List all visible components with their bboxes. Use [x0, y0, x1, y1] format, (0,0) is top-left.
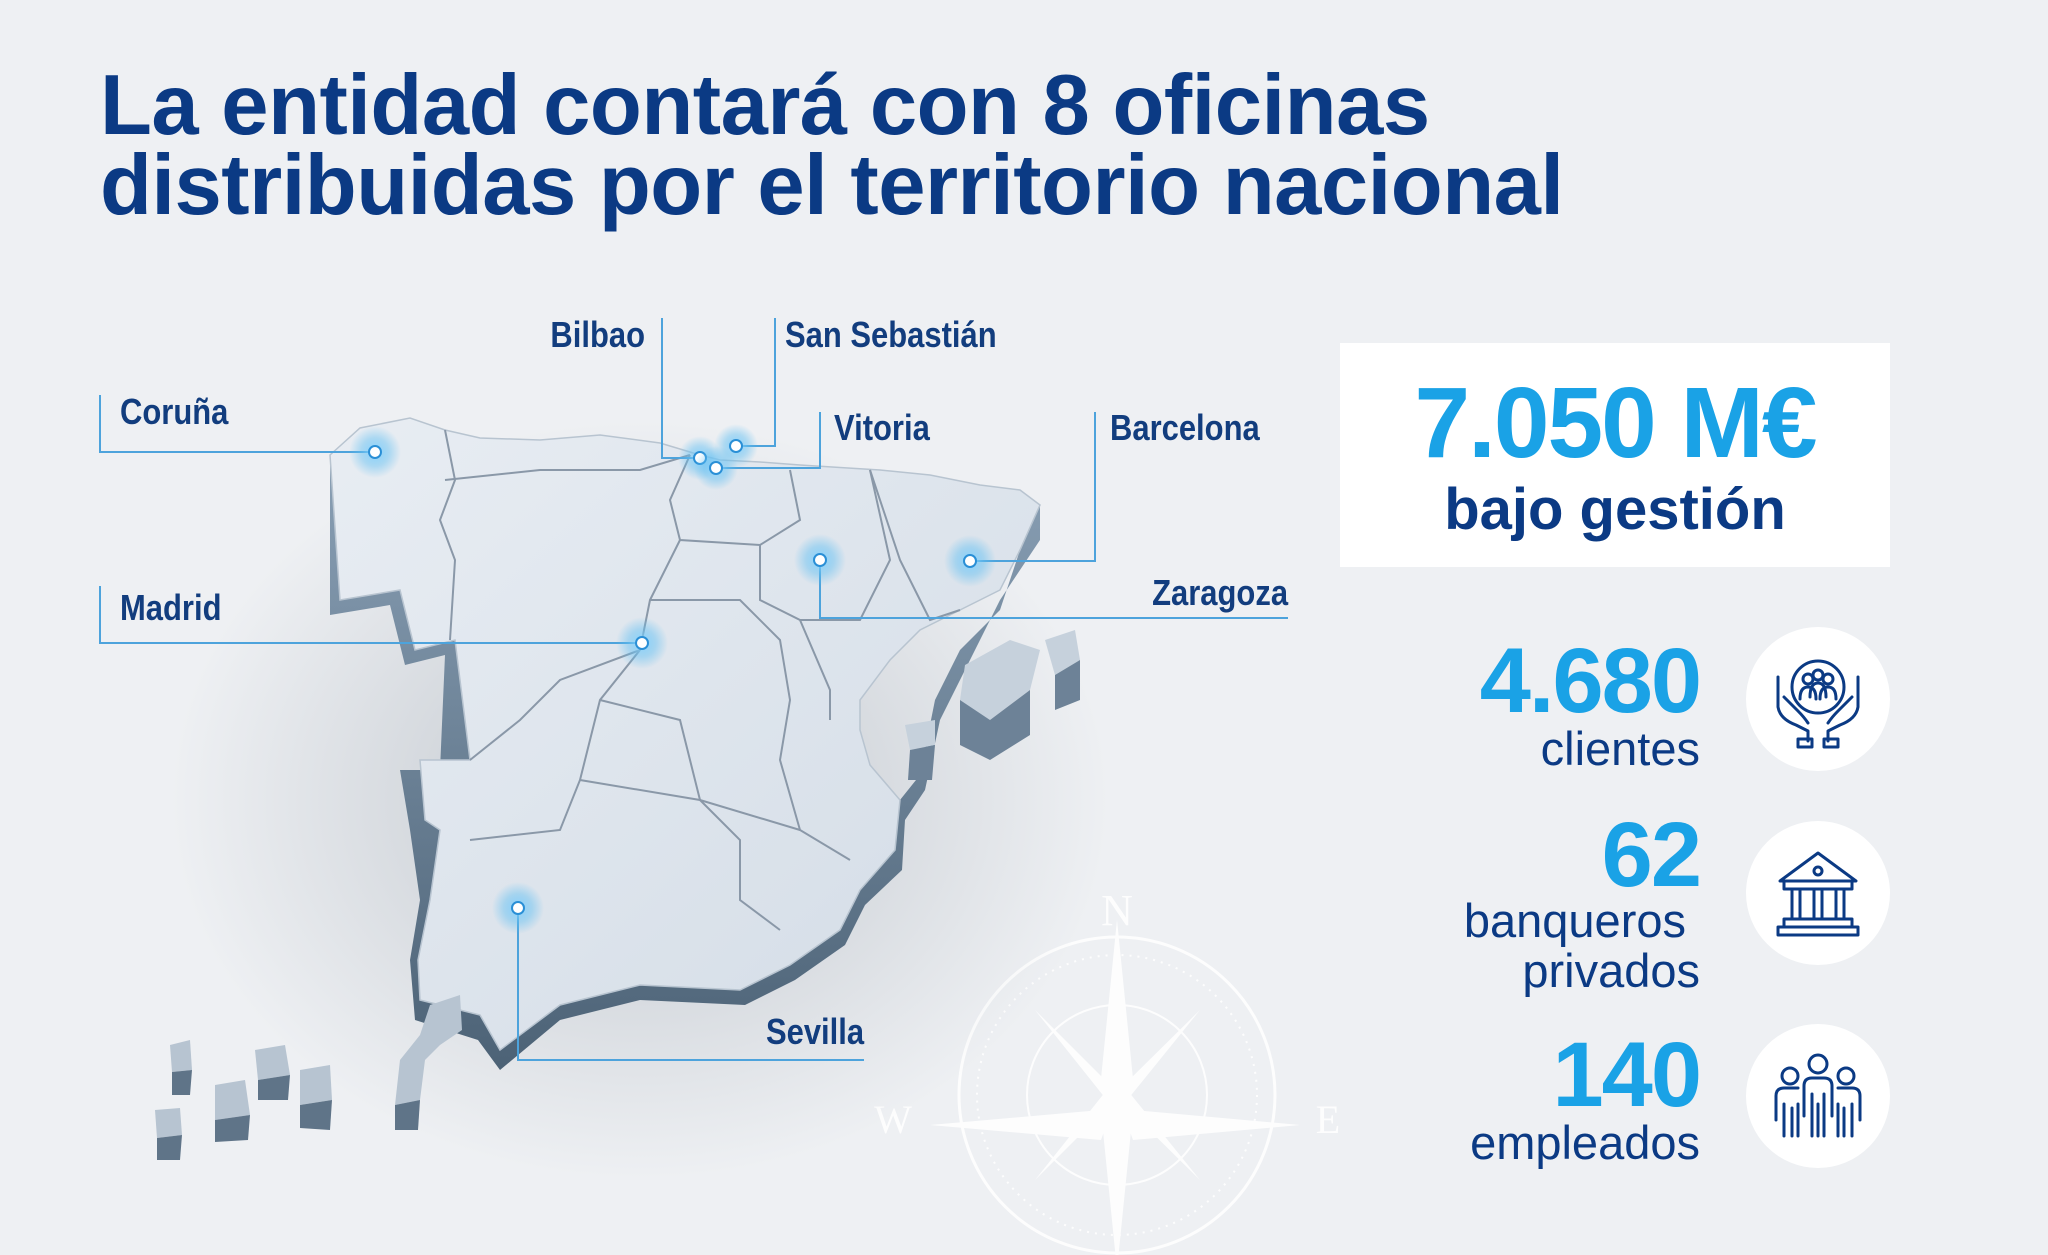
bankers-icon-circle: [1746, 821, 1890, 965]
city-label-vitoria: Vitoria: [834, 407, 930, 448]
clients-hands-icon: [1776, 659, 1860, 749]
city-marker-coruna: [349, 426, 401, 478]
city-marker-madrid: [616, 617, 668, 669]
canary-islands: [155, 995, 462, 1160]
title-line-1: La entidad contará con 8 oficinas: [100, 58, 1430, 153]
aum-card: 7.050 M€ bajo gestión: [1340, 343, 1890, 567]
bankers-label-line1: banqueros: [1463, 894, 1686, 947]
bankers-value: 62: [1601, 804, 1702, 906]
city-label-bilbao: Bilbao: [550, 314, 645, 355]
city-label-zaragoza: Zaragoza: [1152, 572, 1288, 613]
city-marker-barcelona: [944, 535, 996, 587]
compass-e-label: E: [1316, 1097, 1340, 1142]
employees-label: empleados: [1470, 1116, 1700, 1169]
title-line-2: distribuidas por el territorio nacional: [100, 138, 1564, 233]
people-icon: [1774, 1053, 1862, 1138]
city-label-san-sebastian: San Sebastián: [785, 314, 997, 355]
bank-icon: [1776, 851, 1860, 937]
clients-icon-circle: [1746, 627, 1890, 771]
employees-value: 140: [1552, 1024, 1702, 1126]
city-label-sevilla: Sevilla: [765, 1011, 864, 1052]
city-marker-sevilla: [492, 882, 544, 934]
aum-value: 7.050 M€: [1414, 367, 1818, 479]
city-label-coruna: Coruña: [120, 391, 229, 432]
bankers-label-line2: privados: [1522, 944, 1700, 997]
compass-n-label: N: [1101, 886, 1133, 935]
city-label-barcelona: Barcelona: [1110, 407, 1260, 448]
region-borders: [438, 429, 961, 931]
city-label-madrid: Madrid: [120, 587, 222, 628]
city-markers: [349, 424, 996, 934]
aum-label: bajo gestión: [1444, 477, 1786, 542]
city-marker-zaragoza: [794, 534, 846, 586]
clients-label: clientes: [1540, 722, 1700, 775]
clients-value: 4.680: [1479, 630, 1702, 732]
city-marker-vitoria: [694, 446, 738, 490]
balearic-islands: [905, 630, 1080, 780]
employees-icon-circle: [1746, 1024, 1890, 1168]
page-title: La entidad contará con 8 oficinas distri…: [100, 58, 1800, 233]
